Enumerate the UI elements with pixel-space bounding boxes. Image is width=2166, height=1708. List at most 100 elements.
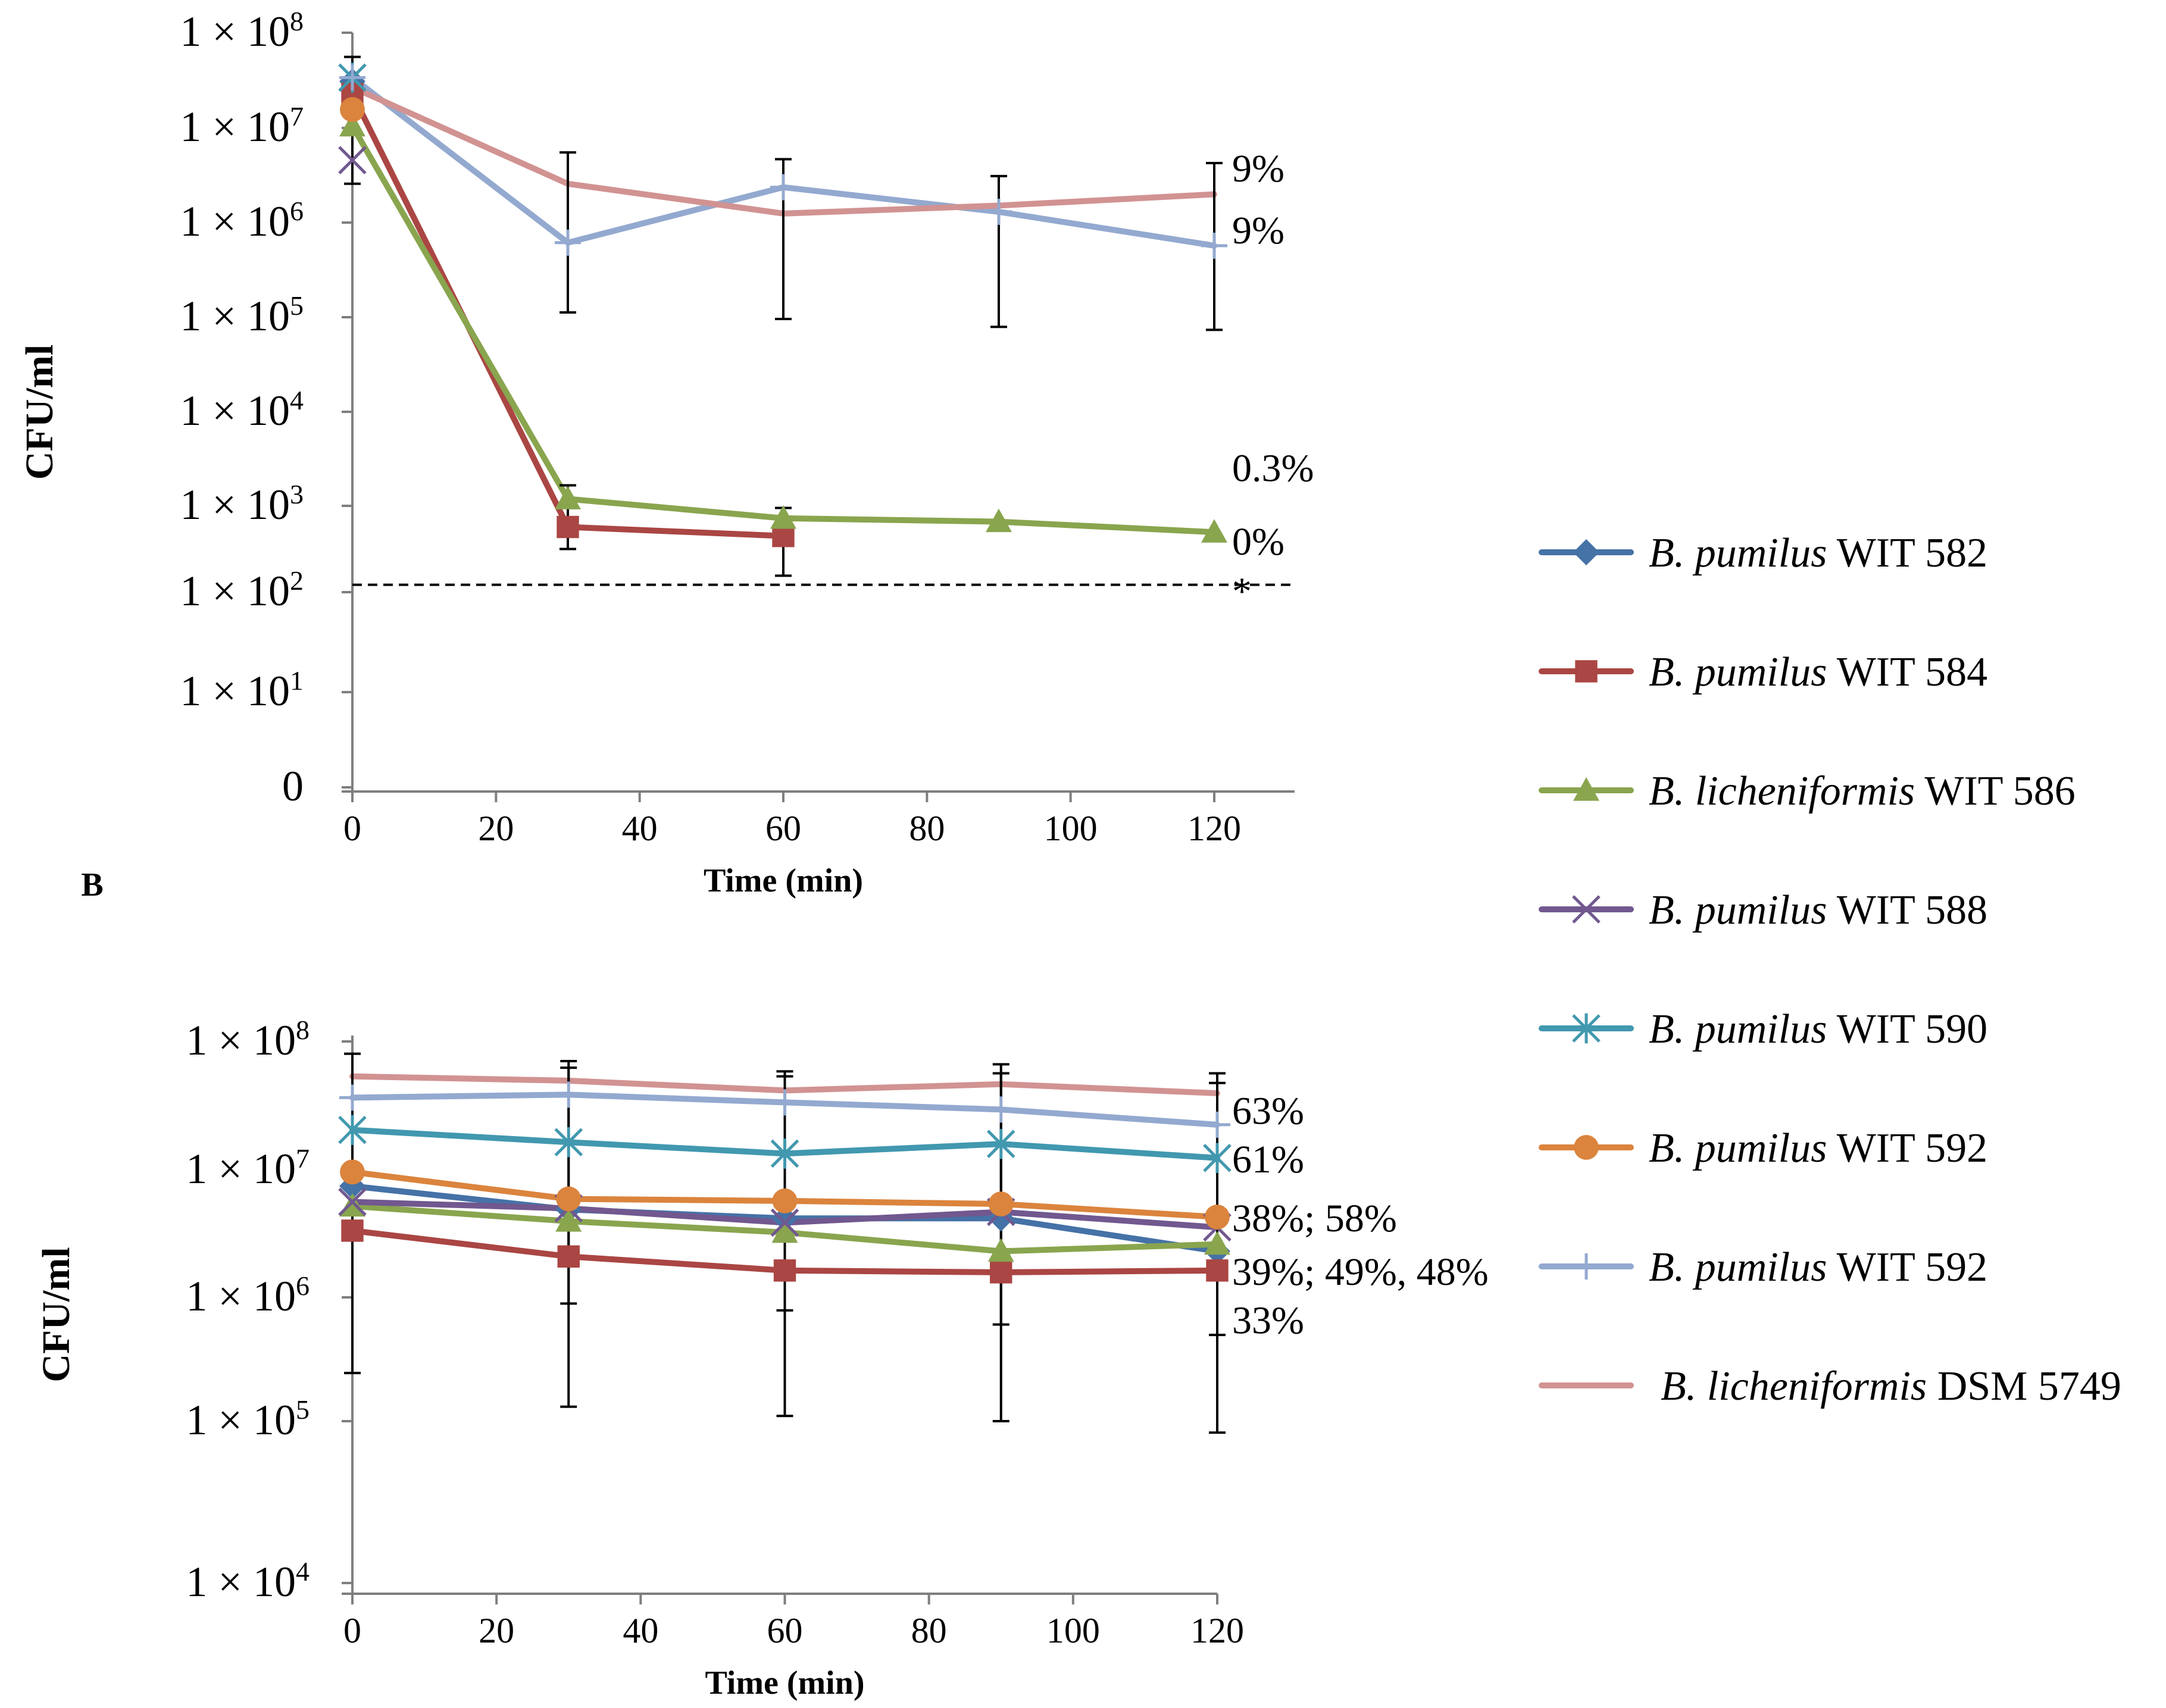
x-tick-label: 0 [343,809,361,848]
y-tick-label: 1 × 108 [186,1015,310,1064]
data-point [557,1245,580,1268]
data-point [1203,1143,1232,1174]
x-tick-label: 0 [343,1611,361,1650]
x-axis-title: Time (min) [704,862,863,899]
x-tick-label: 100 [1046,1611,1100,1650]
x-tick-label: 40 [623,1611,658,1650]
legend-marker [1573,1253,1599,1280]
percent-annotation: 39%; 49%, 48% [1232,1250,1489,1294]
x-tick-label: 60 [767,1611,803,1650]
percent-annotation: 0% [1232,520,1284,564]
x-tick-label: 80 [911,1611,947,1650]
legend: B. pumilus WIT 582 B. pumilus WIT 584 B. l… [1539,530,2121,1409]
data-point [772,1188,798,1213]
data-point [339,1193,365,1217]
x-tick-label: 40 [622,809,658,848]
data-point [988,1191,1014,1216]
y-tick-label: 0 [282,762,304,810]
data-point [555,1208,582,1232]
y-tick-label: 1 × 104 [180,385,304,434]
y-tick-label: 1 × 104 [186,1556,310,1606]
legend-marker [1574,1135,1599,1160]
data-point [557,515,579,539]
y-tick-label: 1 × 107 [180,101,304,151]
y-tick-label: 1 × 105 [186,1394,310,1444]
data-point [770,505,796,529]
data-point [987,1096,1014,1123]
legend-label: B. pumilus WIT 588 [1649,887,1987,933]
legend-label: B. pumilus WIT 590 [1649,1006,1987,1052]
x-axis-title: Time (min) [705,1665,864,1701]
data-point [990,1261,1012,1284]
y-tick-label: 1 × 106 [180,196,304,245]
y-tick-label: 1 × 107 [186,1143,310,1193]
data-point [771,1219,798,1243]
y-tick-label: 1 × 101 [180,665,304,715]
panel-b-chart: 1 × 108 1 × 107 1 × 106 1 × 105 1 × 104 0 20 40… [35,1015,1489,1701]
percent-annotation: 9% [1232,147,1284,190]
percent-annotation: 38%; 58% [1232,1197,1397,1240]
data-point [771,1205,798,1232]
data-point [554,1127,583,1158]
data-point [338,146,367,174]
y-axis-title: CFU/ml [18,345,61,480]
y-tick-label: 1 × 108 [180,6,304,55]
data-point [1201,519,1227,543]
y-tick-label: 1 × 102 [180,565,304,615]
data-point [555,486,581,509]
data-point [770,174,796,201]
data-point [339,64,365,91]
legend-marker [1572,895,1601,924]
x-tick-label: 20 [478,809,514,848]
data-point [1201,232,1227,259]
data-point [338,1187,367,1216]
data-point [555,229,581,256]
data-point [556,1186,582,1212]
legend-label: B. licheniformis DSM 5749 [1661,1363,2121,1409]
x-tick-label: 80 [909,809,945,848]
data-point [1205,1205,1230,1230]
legend-marker [1573,539,1599,565]
panel-b-label: B [81,866,103,903]
data-point [770,1138,799,1169]
data-point [341,1219,364,1242]
percent-annotation: * [1232,570,1252,614]
data-point [986,198,1012,225]
legend-label: B. pumilus WIT 592 [1649,1244,1987,1290]
data-point [339,1084,365,1111]
x-tick-label: 60 [765,809,801,848]
y-tick-label: 1 × 103 [180,479,304,528]
data-point [340,1159,365,1185]
data-point [987,1238,1014,1262]
y-tick-label: 1 × 105 [180,290,304,340]
legend-label: B. pumilus WIT 582 [1649,530,1987,576]
x-tick-label: 20 [479,1611,514,1650]
data-point [771,1089,798,1116]
percent-annotation: 63% [1232,1089,1304,1133]
legend-marker [1573,777,1599,801]
x-tick-label: 120 [1187,809,1241,848]
percent-annotation: 61% [1232,1138,1304,1181]
data-point [986,1128,1015,1159]
data-point [986,508,1012,533]
data-point [555,1081,582,1108]
y-tick-label: 1 × 106 [186,1271,310,1320]
legend-marker [1572,1013,1601,1044]
data-point [338,1115,367,1145]
data-point [1204,1231,1230,1255]
data-point [340,97,365,122]
x-tick-label: 120 [1190,1611,1244,1650]
y-axis-title: CFU/ml [35,1247,78,1382]
data-point [773,1259,796,1282]
percent-annotation: 9% [1232,209,1284,252]
panel-a-chart: 1 × 108 1 × 107 1 × 106 1 × 105 1 × 104 1 × 1… [18,6,1314,899]
data-point [1206,1259,1229,1282]
legend-label: B. pumilus WIT 584 [1649,649,1987,695]
legend-marker [1575,660,1598,683]
x-tick-label: 100 [1044,809,1098,848]
legend-label: B. pumilus WIT 592 [1649,1125,1987,1171]
percent-annotation: 0.3% [1232,447,1314,490]
data-point [770,1208,799,1237]
data-point [339,112,365,137]
